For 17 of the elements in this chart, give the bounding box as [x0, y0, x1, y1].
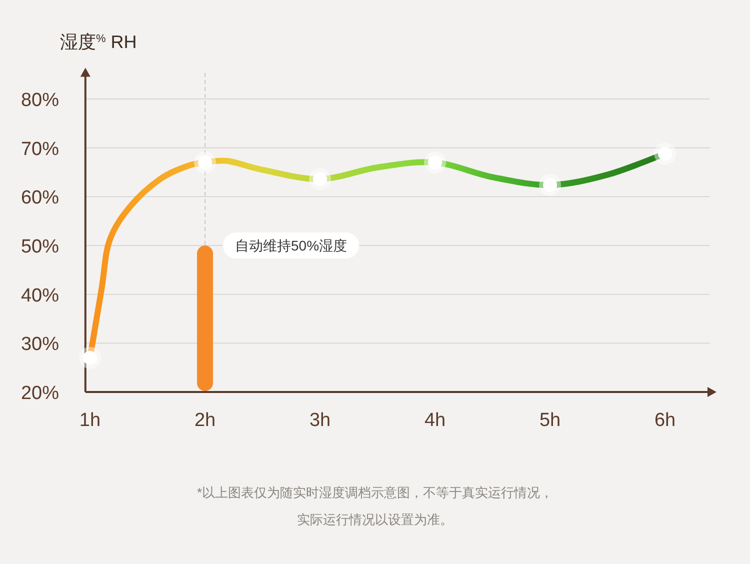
- text: *以上图表仅为随实时湿度调档示意图，不等于真实运行情况，: [196, 485, 554, 500]
- y-tick-label: 30%: [20, 334, 60, 356]
- y-tick-label: 70%: [20, 138, 60, 160]
- y-tick-label: 60%: [20, 188, 60, 209]
- y-tick-label: 20%: [20, 383, 60, 404]
- x-tick-label: 4h: [424, 410, 446, 431]
- text: 实际运行情况以设置为准。: [297, 512, 453, 527]
- x-tick-label: 5h: [539, 410, 561, 431]
- x-tick-label: 3h: [309, 410, 331, 431]
- y-axis-title: 湿度$^{%}$ RH: [60, 32, 137, 52]
- x-tick-label: 6h: [654, 410, 676, 431]
- x-tick-label: 1h: [79, 410, 101, 431]
- x-tick-label: 2h: [194, 410, 216, 431]
- y-tick-label: 80%: [20, 90, 60, 111]
- y-tick-label: 40%: [20, 285, 60, 306]
- annotation: 自动维持50%湿度: [235, 238, 348, 254]
- y-tick-label: 50%: [20, 236, 60, 258]
